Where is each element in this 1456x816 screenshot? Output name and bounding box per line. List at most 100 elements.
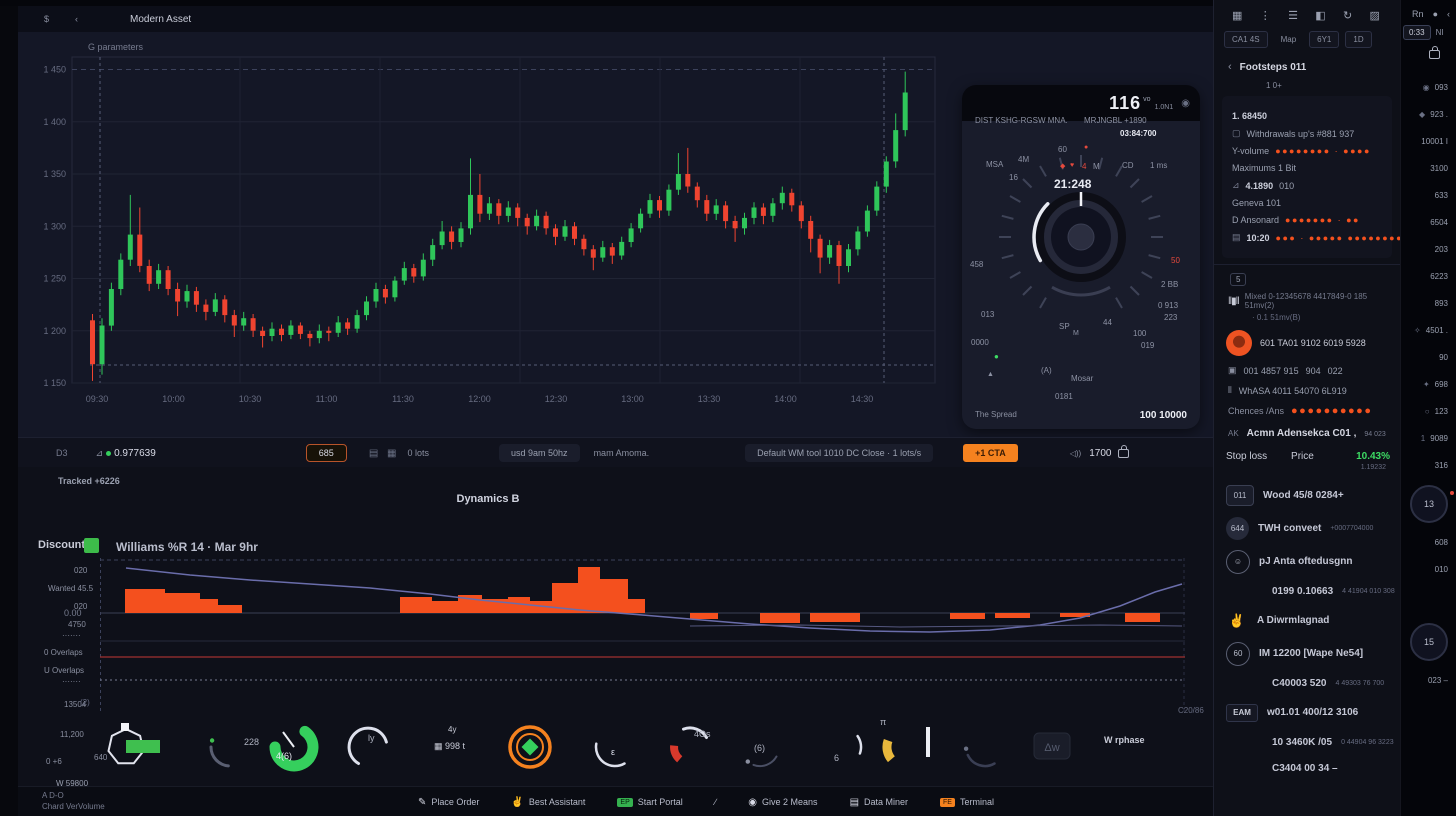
- dial-label: 1 ms: [1150, 161, 1168, 170]
- candlestick-chart[interactable]: 1 450 1 400 1 350 1 300 1 250 1 200 1 150 09:30…: [30, 40, 950, 412]
- dial-label: MSA: [986, 160, 1004, 169]
- dial-label: 019: [1141, 341, 1155, 350]
- order-settings-pill[interactable]: Default WM tool 1010 DC Close · 1 lots/s: [745, 444, 934, 462]
- chat-row[interactable]: 011 Wood 45/8 0284+: [1226, 479, 1400, 512]
- strip-item[interactable]: 90: [1439, 344, 1448, 371]
- chat-title: pJ Anta oftedusgnn: [1259, 556, 1353, 567]
- price-label[interactable]: Price: [1291, 451, 1314, 462]
- breadcrumb-back-icon[interactable]: ‹: [1228, 61, 1232, 73]
- strip-icon[interactable]: ●: [1432, 9, 1438, 19]
- strip-big-badge[interactable]: 13: [1410, 485, 1454, 523]
- strip-value-list: ◉ 093 ◆ 923 . 10001 I 3100 633 6504 203 6223 893 ✧ 4…: [1401, 64, 1456, 694]
- strip-item[interactable]: 893: [1435, 290, 1448, 317]
- chat-row[interactable]: 644 TWH conveet +0007704000: [1226, 512, 1400, 545]
- badge-5[interactable]: 5: [1230, 273, 1247, 286]
- status-item[interactable]: ∕: [715, 797, 717, 807]
- strip-big-badge[interactable]: 15: [1410, 623, 1448, 661]
- strip-item-value: 3100: [1430, 164, 1448, 173]
- dial-label: M: [1093, 162, 1100, 171]
- strip-item[interactable]: 1 9089: [1421, 425, 1448, 452]
- divider: [1214, 264, 1400, 265]
- strip-item[interactable]: 6223: [1430, 263, 1448, 290]
- back-icon[interactable]: ‹: [75, 14, 79, 24]
- status-item[interactable]: ✌ Best Assistant: [511, 797, 585, 808]
- sidebar-toolbar-icon[interactable]: ◧: [1315, 10, 1326, 22]
- status-item[interactable]: ▤ Data Miner: [850, 797, 908, 808]
- gauge-value-sub: 1.0N1: [1154, 103, 1174, 111]
- dial-label: ♥: [1070, 162, 1075, 169]
- status-item[interactable]: ◉ Give 2 Means: [748, 797, 817, 808]
- candlestick-chart-panel[interactable]: G parameters 1 450 1 400 1 350 1 300 1 250 1 …: [18, 32, 1213, 437]
- strip-icon[interactable]: Rn: [1412, 9, 1424, 19]
- chat-title: C40003 520: [1272, 677, 1327, 689]
- dial-label: 0000: [971, 338, 989, 347]
- strip-item[interactable]: ◆ 923 .: [1419, 101, 1448, 128]
- whasa-number: WhASA 4011 54070 6L919: [1238, 385, 1347, 396]
- chat-row[interactable]: ✌ A Diwrmlagnad: [1226, 604, 1400, 637]
- sidebar-tab[interactable]: Map: [1280, 35, 1297, 44]
- dial-label: 21:248: [1054, 177, 1092, 191]
- sidebar-tab[interactable]: CA1 4S: [1224, 31, 1268, 48]
- gauge-widget: 116 vo 1.0N1 ◉ DIST KSHG-RGSW MNA. MRJNGB…: [962, 85, 1200, 429]
- mute-icon[interactable]: ◁)): [1069, 448, 1082, 458]
- chat-row[interactable]: C40003 520 4 49303 76 700: [1226, 670, 1400, 696]
- preset-685-button[interactable]: 685: [305, 444, 347, 462]
- strip-tab-ni[interactable]: NI: [1435, 28, 1444, 37]
- status-item[interactable]: FE Terminal: [940, 797, 994, 807]
- strip-item-value: 123: [1434, 407, 1448, 416]
- sidebar-toolbar-icon[interactable]: ⋮: [1259, 10, 1271, 22]
- status-item-icon: ✌: [511, 796, 524, 808]
- indicator-panel: Tracked +6226 Dynamics B Discounts Willi…: [18, 467, 1213, 788]
- strip-item[interactable]: 608: [1434, 538, 1448, 547]
- status-item[interactable]: EP Start Portal: [617, 797, 683, 807]
- strip-item[interactable]: ✦ 698: [1423, 371, 1448, 398]
- status-item-icon: ◉: [748, 796, 758, 808]
- sidebar-toolbar-icon[interactable]: ☰: [1288, 10, 1298, 22]
- sidebar-toolbar-icon[interactable]: ↻: [1343, 10, 1353, 22]
- sidebar-toolbar-icon[interactable]: ▨: [1369, 10, 1380, 22]
- detail-time: 10:20: [1246, 232, 1270, 243]
- account-row[interactable]: 601 TA01 9102 6019 5928: [1226, 330, 1392, 356]
- strip-item[interactable]: 316: [1435, 452, 1448, 479]
- strip-item[interactable]: 10001 I: [1421, 128, 1448, 155]
- symbol-frequency-pill[interactable]: usd 9am 50hz: [499, 444, 580, 462]
- sidebar-tab[interactable]: 6Y1: [1309, 31, 1340, 48]
- detail-yvolume-label: Y-volume: [1232, 146, 1270, 156]
- status-item[interactable]: ✎ Place Order: [418, 797, 479, 808]
- currency-icon[interactable]: $: [44, 14, 50, 24]
- strip-item[interactable]: ◉ 093: [1423, 74, 1448, 101]
- cta-button[interactable]: +1 CTA: [963, 444, 1018, 462]
- strip-item[interactable]: 203: [1435, 236, 1448, 263]
- strip-item[interactable]: 3100: [1430, 155, 1448, 182]
- chat-row[interactable]: 60 IM 12200 [Wape Ne54]: [1226, 637, 1400, 670]
- chat-row[interactable]: ☺ pJ Anta oftedusgnn: [1226, 545, 1400, 578]
- svg-text:1 300: 1 300: [43, 221, 66, 231]
- oscillator-chart[interactable]: [100, 558, 1185, 712]
- strip-tab-time[interactable]: 0:33: [1403, 25, 1431, 40]
- chat-row[interactable]: 0199 0.10663 4 41904 010 308: [1226, 578, 1400, 604]
- timeframe-code[interactable]: D3: [56, 448, 68, 458]
- strip-item[interactable]: 6504: [1430, 209, 1448, 236]
- strip-icon[interactable]: ‹: [1447, 9, 1450, 19]
- strip-item[interactable]: 023 –: [1427, 676, 1448, 685]
- strip-item[interactable]: 633: [1435, 182, 1448, 209]
- dial-label: SP: [1059, 322, 1070, 331]
- chat-row[interactable]: EAM w01.01 400/12 3106: [1226, 696, 1400, 729]
- account-number: 601 TA01 9102 6019 5928: [1260, 338, 1366, 348]
- stop-loss-label[interactable]: Stop loss: [1226, 451, 1268, 462]
- strip-item[interactable]: 010: [1434, 565, 1448, 574]
- strip-item[interactable]: ○ 123: [1425, 398, 1448, 425]
- strip-item-value: 6223: [1430, 272, 1448, 281]
- layout-toggle-icons[interactable]: ▤ ▦: [368, 447, 400, 459]
- strip-tabs: 0:33 NI: [1401, 21, 1456, 42]
- gauge-text-line1: 4y: [448, 725, 457, 734]
- dial-label: 2 BB: [1161, 280, 1179, 289]
- sidebar-tab[interactable]: 1D: [1345, 31, 1372, 48]
- chat-row[interactable]: C3404 00 34 –: [1226, 755, 1400, 781]
- strip-item[interactable]: ✧ 4501 .: [1414, 317, 1448, 344]
- status-item-icon: ▤: [849, 796, 860, 808]
- grid-small-icon: ▤: [1232, 232, 1241, 242]
- sidebar-toolbar-icon[interactable]: ▦: [1232, 10, 1243, 22]
- chat-row[interactable]: 10 3460K /05 0 44904 96 3223: [1226, 729, 1400, 755]
- strip-item-value: 10001 I: [1421, 137, 1448, 146]
